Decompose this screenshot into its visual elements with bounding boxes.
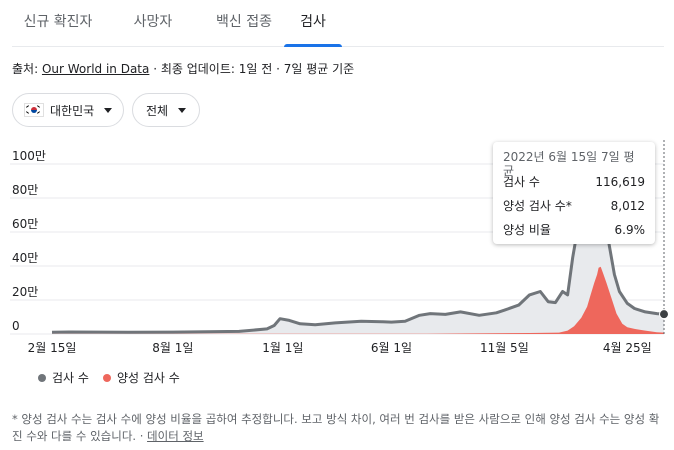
- positive-legend-dot: [102, 373, 111, 382]
- tab-deaths[interactable]: 사망자: [133, 14, 173, 30]
- data-info-link[interactable]: 데이터 정보: [147, 429, 204, 443]
- tab-testing[interactable]: 검사: [284, 0, 342, 47]
- y-tick-label: 0: [12, 319, 20, 333]
- tooltip-row: 검사 수 116,619: [503, 170, 645, 194]
- positive-legend-label: 양성 검사 수: [116, 371, 180, 385]
- tooltip-row: 양성 검사 수* 8,012: [503, 194, 645, 218]
- y-tick-label: 20만: [12, 285, 38, 299]
- tooltip-label: 양성 검사 수*: [503, 199, 572, 213]
- chevron-down-icon: [178, 107, 187, 113]
- y-tick-label: 60만: [12, 217, 38, 231]
- testing-chart[interactable]: 0 20만 40만 60만 80만 100만 2월 15일 8월 1일 1월 1일 6월 1일 1…: [0, 140, 674, 362]
- hover-point: [659, 309, 669, 320]
- tab-vaccinations[interactable]: 백신 접종: [216, 14, 272, 30]
- x-tick-label: 8월 1일: [152, 341, 193, 355]
- footnote: * 양성 검사 수는 검사 수에 양성 비율을 곱하여 추정합니다. 보고 방식…: [12, 411, 662, 445]
- y-tick-label: 100만: [12, 149, 46, 163]
- tests-legend-dot: [38, 373, 46, 382]
- tooltip-label: 양성 비율: [503, 223, 551, 237]
- chevron-down-icon: [104, 107, 113, 113]
- source-suffix: · 최종 업데이트: 1일 전 · 7일 평균 기준: [149, 62, 355, 76]
- scope-dropdown-label: 전체: [146, 103, 169, 118]
- y-axis-labels: 0 20만 40만 60만 80만 100만: [12, 149, 46, 333]
- tooltip-value: 6.9%: [614, 223, 646, 237]
- country-dropdown-label: 대한민국: [50, 103, 95, 118]
- tab-new-cases[interactable]: 신규 확진자: [23, 14, 93, 30]
- footnote-text: * 양성 검사 수는 검사 수에 양성 비율을 곱하여 추정합니다. 보고 방식…: [12, 412, 660, 443]
- tooltip-value: 116,619: [595, 175, 645, 189]
- y-tick-label: 40만: [12, 251, 38, 265]
- x-tick-label: 4월 25일: [603, 341, 652, 355]
- x-tick-label: 1월 1일: [262, 341, 303, 355]
- tooltip-label: 검사 수: [503, 175, 540, 189]
- scope-dropdown[interactable]: 전체: [132, 93, 200, 127]
- source-line: 출처: Our World in Data · 최종 업데이트: 1일 전 · …: [12, 60, 354, 77]
- y-tick-label: 80만: [12, 183, 38, 197]
- south-korea-flag-icon: [24, 103, 44, 117]
- tab-bar: 신규 확진자 사망자 백신 접종 검사: [12, 0, 664, 47]
- chart-legend: 검사 수 양성 검사 수: [38, 369, 180, 386]
- tests-legend-label: 검사 수: [52, 371, 89, 385]
- tooltip-value: 8,012: [610, 199, 645, 213]
- x-axis-labels: 2월 15일 8월 1일 1월 1일 6월 1일 11월 5일 4월 25일: [28, 341, 652, 355]
- tooltip-date: 2022년 6월 15일 7일 평균: [503, 150, 635, 178]
- chart-tooltip: 2022년 6월 15일 7일 평균 검사 수 116,619 양성 검사 수*…: [493, 142, 655, 244]
- source-prefix: 출처:: [12, 62, 42, 76]
- x-tick-label: 6월 1일: [371, 341, 412, 355]
- tooltip-row: 양성 비율 6.9%: [503, 218, 645, 242]
- x-tick-label: 11월 5일: [480, 341, 529, 355]
- x-tick-label: 2월 15일: [28, 341, 77, 355]
- positive-tests-area: [52, 266, 664, 334]
- source-link[interactable]: Our World in Data: [41, 62, 150, 76]
- country-dropdown[interactable]: 대한민국: [12, 93, 124, 127]
